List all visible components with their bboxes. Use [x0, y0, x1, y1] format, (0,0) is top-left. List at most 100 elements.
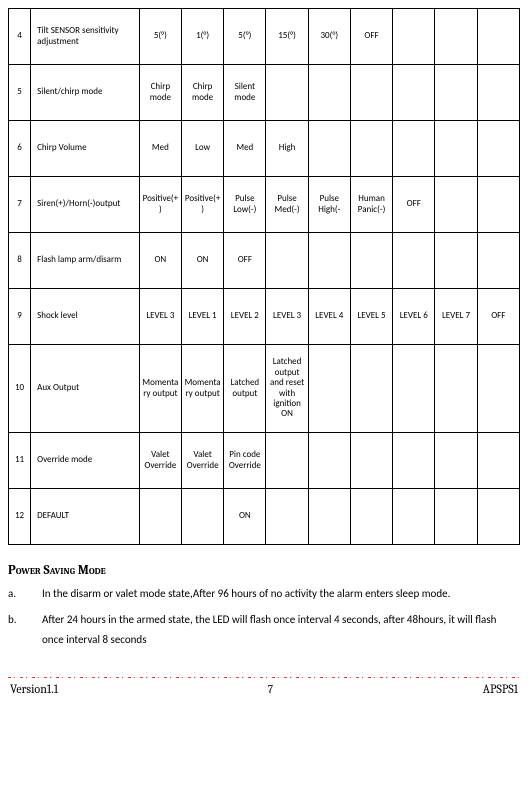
row-option-cell — [435, 121, 477, 177]
row-option-cell: Chirp mode — [139, 65, 181, 121]
row-number: 12 — [9, 489, 31, 545]
row-option-cell — [308, 489, 350, 545]
row-option-cell — [266, 433, 308, 489]
row-option-cell: 30(°) — [308, 9, 350, 65]
row-option-cell: Pulse Med(-) — [266, 177, 308, 233]
row-option-cell: Silent mode — [224, 65, 266, 121]
row-option-cell — [435, 345, 477, 433]
row-option-cell — [139, 489, 181, 545]
row-option-cell — [435, 65, 477, 121]
settings-table: 4Tilt SENSOR sensitivity adjustment5(°)1… — [8, 8, 520, 545]
row-option-cell — [393, 433, 435, 489]
row-option-cell — [435, 489, 477, 545]
row-option-cell — [435, 9, 477, 65]
section-list: a.In the disarm or valet mode state,Afte… — [8, 584, 520, 649]
row-option-cell — [435, 177, 477, 233]
row-option-cell: Pulse High(- — [308, 177, 350, 233]
page-footer: Version1.1 7 APSPS1 — [8, 678, 520, 696]
row-option-cell — [477, 489, 519, 545]
list-item: a.In the disarm or valet mode state,Afte… — [8, 584, 520, 604]
list-item-marker: b. — [8, 610, 42, 650]
row-option-cell — [435, 433, 477, 489]
row-option-cell — [393, 233, 435, 289]
list-item-text: After 24 hours in the armed state, the L… — [42, 610, 520, 650]
row-option-cell — [393, 9, 435, 65]
footer-page-number: 7 — [268, 683, 273, 696]
row-option-cell: LEVEL 1 — [181, 289, 223, 345]
row-option-cell — [477, 9, 519, 65]
row-option-cell — [477, 433, 519, 489]
row-option-cell: Latched output and reset with ignition O… — [266, 345, 308, 433]
row-option-cell — [477, 233, 519, 289]
row-option-cell: Latched output — [224, 345, 266, 433]
row-option-cell — [266, 233, 308, 289]
row-option-cell — [393, 489, 435, 545]
row-number: 4 — [9, 9, 31, 65]
row-option-cell — [393, 65, 435, 121]
table-row: 11Override modeValet OverrideValet Overr… — [9, 433, 520, 489]
row-setting-name: DEFAULT — [31, 489, 140, 545]
table-row: 12DEFAULTON — [9, 489, 520, 545]
row-number: 8 — [9, 233, 31, 289]
row-option-cell — [308, 121, 350, 177]
row-option-cell: 1(°) — [181, 9, 223, 65]
row-setting-name: Aux Output — [31, 345, 140, 433]
table-row: 9Shock levelLEVEL 3LEVEL 1LEVEL 2LEVEL 3… — [9, 289, 520, 345]
row-option-cell: LEVEL 7 — [435, 289, 477, 345]
row-option-cell: Valet Override — [181, 433, 223, 489]
row-option-cell: Pin code Override — [224, 433, 266, 489]
row-option-cell — [266, 489, 308, 545]
row-option-cell — [393, 121, 435, 177]
section-title: Power Saving Mode — [8, 563, 520, 578]
row-number: 10 — [9, 345, 31, 433]
row-option-cell — [477, 65, 519, 121]
table-row: 7Siren(+)/Horn(-)outputPositive(+)Positi… — [9, 177, 520, 233]
table-row: 4Tilt SENSOR sensitivity adjustment5(°)1… — [9, 9, 520, 65]
row-option-cell: Med — [224, 121, 266, 177]
row-option-cell: 5(°) — [139, 9, 181, 65]
row-option-cell: Positive(+) — [139, 177, 181, 233]
row-option-cell: Momentary output — [181, 345, 223, 433]
list-item-text: In the disarm or valet mode state,After … — [42, 584, 520, 604]
row-option-cell — [477, 345, 519, 433]
row-number: 6 — [9, 121, 31, 177]
row-option-cell — [477, 177, 519, 233]
footer-code: APSPS1 — [483, 682, 518, 696]
row-setting-name: Flash lamp arm/disarm — [31, 233, 140, 289]
row-option-cell: OFF — [224, 233, 266, 289]
row-option-cell — [308, 345, 350, 433]
row-option-cell — [181, 489, 223, 545]
table-row: 6Chirp VolumeMedLowMedHigh — [9, 121, 520, 177]
row-option-cell: Positive(+) — [181, 177, 223, 233]
row-option-cell: LEVEL 4 — [308, 289, 350, 345]
row-option-cell: LEVEL 3 — [266, 289, 308, 345]
row-option-cell: Chirp mode — [181, 65, 223, 121]
row-option-cell — [266, 65, 308, 121]
row-option-cell: OFF — [477, 289, 519, 345]
row-option-cell: LEVEL 5 — [350, 289, 392, 345]
row-option-cell: OFF — [393, 177, 435, 233]
table-row: 8Flash lamp arm/disarmONONOFF — [9, 233, 520, 289]
row-option-cell — [350, 345, 392, 433]
row-option-cell — [350, 121, 392, 177]
row-option-cell — [350, 65, 392, 121]
footer-version: Version1.1 — [10, 682, 58, 696]
row-setting-name: Override mode — [31, 433, 140, 489]
row-option-cell: Momentary output — [139, 345, 181, 433]
row-option-cell — [350, 233, 392, 289]
row-option-cell: LEVEL 3 — [139, 289, 181, 345]
row-option-cell: Valet Override — [139, 433, 181, 489]
row-option-cell: Human Panic(-) — [350, 177, 392, 233]
table-row: 5Silent/chirp modeChirp modeChirp modeSi… — [9, 65, 520, 121]
row-setting-name: Silent/chirp mode — [31, 65, 140, 121]
row-option-cell — [308, 65, 350, 121]
row-option-cell: High — [266, 121, 308, 177]
list-item: b.After 24 hours in the armed state, the… — [8, 610, 520, 650]
row-option-cell — [350, 489, 392, 545]
row-option-cell: 5(°) — [224, 9, 266, 65]
row-option-cell: LEVEL 6 — [393, 289, 435, 345]
row-setting-name: Chirp Volume — [31, 121, 140, 177]
row-number: 5 — [9, 65, 31, 121]
row-option-cell — [393, 345, 435, 433]
table-row: 10Aux OutputMomentary outputMomentary ou… — [9, 345, 520, 433]
